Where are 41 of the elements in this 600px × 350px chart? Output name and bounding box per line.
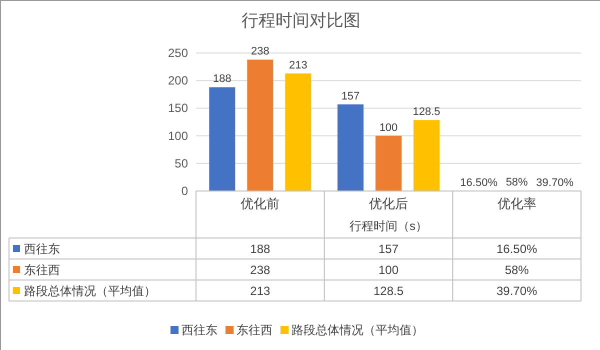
text: 16.50%	[460, 176, 498, 189]
legend-label: 路段总体情况（平均值）	[292, 323, 424, 337]
data-label: 128.5	[373, 284, 404, 298]
data-label: 213	[250, 284, 270, 298]
chart-title: 行程时间对比图	[242, 11, 360, 30]
text: 238	[250, 46, 270, 58]
text: 西往东	[24, 242, 60, 256]
text: 188	[212, 73, 232, 86]
x-tick-label: 优化后	[369, 196, 408, 211]
data-label: 157	[378, 242, 399, 256]
data-label: 238	[250, 263, 270, 277]
text: 58%	[506, 176, 528, 189]
data-label: 58%	[504, 263, 530, 277]
bar	[414, 120, 440, 191]
y-tick-label: 150	[168, 101, 188, 116]
text: 39.70%	[536, 176, 574, 189]
text: 157	[341, 90, 360, 102]
bar	[209, 87, 236, 191]
text: 路段总体情况（平均值）	[24, 284, 156, 298]
y-tick-label: 0	[181, 184, 188, 198]
x-axis-title: 行程时间（s）	[350, 219, 428, 233]
text: 213	[288, 59, 308, 72]
y-tick-label: 250	[168, 46, 188, 60]
x-tick-label: 优化前	[240, 196, 280, 211]
y-tick-label: 200	[168, 74, 188, 88]
bar	[247, 60, 274, 191]
text: 东往西	[24, 263, 60, 277]
x-tick-label: 优化率	[497, 196, 536, 211]
bar	[338, 104, 364, 191]
y-tick-label: 50	[174, 156, 188, 170]
legend-label: 东往西	[236, 323, 272, 337]
text: 128.5	[412, 106, 440, 118]
bar	[285, 73, 312, 191]
legend-label: 西往东	[182, 323, 218, 337]
data-label: 16.50%	[496, 242, 538, 256]
bar	[376, 136, 402, 191]
y-tick-label: 100	[168, 128, 188, 143]
text: 100	[379, 122, 398, 134]
data-label: 188	[250, 242, 270, 256]
data-label: 39.70%	[496, 284, 538, 298]
data-label: 100	[378, 263, 399, 277]
